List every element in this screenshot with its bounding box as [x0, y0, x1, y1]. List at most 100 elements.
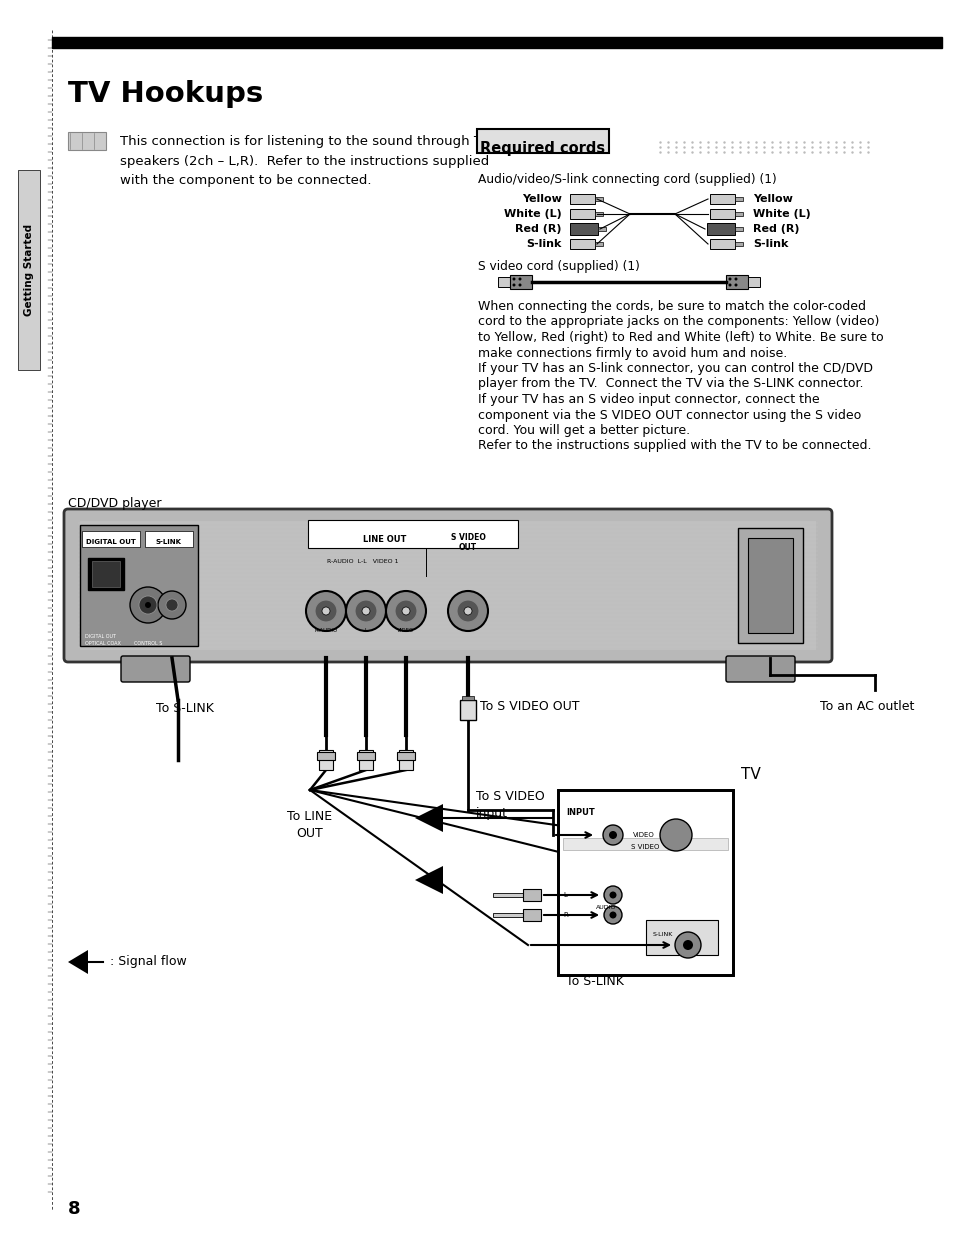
Bar — [308, 520, 517, 547]
Bar — [68, 132, 106, 150]
Circle shape — [448, 591, 488, 631]
Text: 8: 8 — [68, 1200, 81, 1218]
Text: To an AC outlet: To an AC outlet — [820, 700, 913, 713]
Text: To S-LINK: To S-LINK — [565, 975, 623, 988]
Text: CONTROL S: CONTROL S — [133, 641, 162, 646]
Bar — [145, 531, 193, 547]
Bar — [493, 893, 522, 896]
Circle shape — [609, 911, 616, 919]
Circle shape — [512, 277, 515, 280]
Text: Yellow: Yellow — [521, 194, 561, 203]
Text: AUDIO: AUDIO — [596, 905, 616, 910]
Text: To S VIDEO
input: To S VIDEO input — [476, 790, 544, 820]
Bar — [747, 277, 760, 287]
Text: Audio/video/S-link connecting cord (supplied) (1): Audio/video/S-link connecting cord (supp… — [477, 173, 776, 186]
Text: make connections firmly to avoid hum and noise.: make connections firmly to avoid hum and… — [477, 346, 786, 360]
Bar — [461, 695, 474, 700]
Text: cord. You will get a better picture.: cord. You will get a better picture. — [477, 424, 689, 436]
Text: This connection is for listening to the sound through TV
speakers (2ch – L,R).  : This connection is for listening to the … — [120, 134, 491, 187]
Bar — [562, 838, 727, 850]
Text: DIGITAL OUT: DIGITAL OUT — [85, 634, 116, 639]
Circle shape — [512, 284, 515, 286]
Bar — [734, 227, 742, 231]
Text: component via the S VIDEO OUT connector using the S video: component via the S VIDEO OUT connector … — [477, 408, 861, 422]
FancyBboxPatch shape — [725, 656, 794, 682]
Circle shape — [401, 607, 410, 615]
Text: If your TV has an S video input connector, connect the: If your TV has an S video input connecto… — [477, 393, 819, 406]
Bar — [569, 239, 595, 249]
Bar — [80, 525, 198, 646]
Circle shape — [463, 607, 472, 615]
Text: R-AUDIO: R-AUDIO — [314, 628, 337, 633]
Text: S VIDEO
OUT: S VIDEO OUT — [450, 533, 485, 552]
Circle shape — [322, 607, 330, 615]
Bar — [595, 197, 602, 201]
Text: S-LINK: S-LINK — [652, 932, 673, 937]
Circle shape — [518, 277, 521, 280]
Circle shape — [361, 607, 370, 615]
Circle shape — [602, 825, 622, 845]
Bar — [734, 212, 742, 216]
Text: VIDEO: VIDEO — [633, 832, 654, 838]
Text: If your TV has an S-link connector, you can control the CD/DVD: If your TV has an S-link connector, you … — [477, 363, 872, 375]
Text: : Signal flow: : Signal flow — [110, 956, 187, 968]
Text: S VIDEO: S VIDEO — [630, 845, 659, 850]
Circle shape — [346, 591, 386, 631]
Text: White (L): White (L) — [504, 210, 561, 219]
Bar — [558, 790, 732, 975]
Polygon shape — [415, 866, 442, 894]
Text: to Yellow, Red (right) to Red and White (left) to White. Be sure to: to Yellow, Red (right) to Red and White … — [477, 330, 882, 344]
Bar — [709, 239, 734, 249]
Text: When connecting the cords, be sure to match the color-coded: When connecting the cords, be sure to ma… — [477, 300, 865, 313]
Bar — [645, 920, 718, 956]
Circle shape — [609, 891, 616, 899]
Text: S-link: S-link — [526, 239, 561, 249]
Bar — [80, 522, 815, 650]
Polygon shape — [68, 949, 88, 974]
Circle shape — [734, 277, 737, 280]
Bar — [709, 210, 734, 219]
FancyBboxPatch shape — [121, 656, 190, 682]
Bar — [497, 277, 510, 287]
Text: Red (R): Red (R) — [515, 224, 561, 234]
Text: Refer to the instructions supplied with the TV to be connected.: Refer to the instructions supplied with … — [477, 439, 871, 453]
Bar — [734, 242, 742, 247]
Circle shape — [130, 587, 166, 623]
Bar — [569, 210, 595, 219]
Text: To LINE
OUT: To LINE OUT — [287, 810, 333, 840]
Text: TV: TV — [740, 767, 760, 782]
Circle shape — [386, 591, 426, 631]
Bar — [706, 223, 734, 236]
Bar — [709, 194, 734, 203]
Bar — [558, 790, 732, 975]
Circle shape — [728, 284, 731, 286]
Text: OPTICAL COAX: OPTICAL COAX — [85, 641, 121, 646]
Bar — [522, 909, 540, 921]
Bar — [318, 750, 333, 769]
Bar — [595, 242, 602, 247]
Circle shape — [355, 600, 376, 621]
Circle shape — [682, 940, 692, 949]
Text: S-LINK: S-LINK — [156, 539, 182, 545]
Bar — [396, 752, 415, 760]
Bar — [738, 528, 802, 642]
Text: VIDEO: VIDEO — [397, 628, 415, 633]
Text: INPUT: INPUT — [565, 808, 594, 817]
Circle shape — [139, 596, 157, 614]
Text: To S-LINK: To S-LINK — [156, 702, 213, 715]
Text: L: L — [364, 628, 367, 633]
Bar — [510, 275, 532, 289]
Text: To S VIDEO OUT: To S VIDEO OUT — [479, 700, 578, 713]
Circle shape — [603, 906, 621, 924]
Bar — [18, 170, 40, 370]
Text: Required cords: Required cords — [480, 141, 605, 157]
Text: TV Hookups: TV Hookups — [68, 80, 263, 109]
Circle shape — [314, 600, 336, 621]
Text: LINE OUT: LINE OUT — [363, 535, 406, 544]
Bar — [356, 752, 375, 760]
Bar — [522, 889, 540, 901]
Bar — [725, 275, 747, 289]
Circle shape — [675, 932, 700, 958]
Bar — [398, 750, 413, 769]
Text: cord to the appropriate jacks on the components: Yellow (video): cord to the appropriate jacks on the com… — [477, 316, 879, 328]
